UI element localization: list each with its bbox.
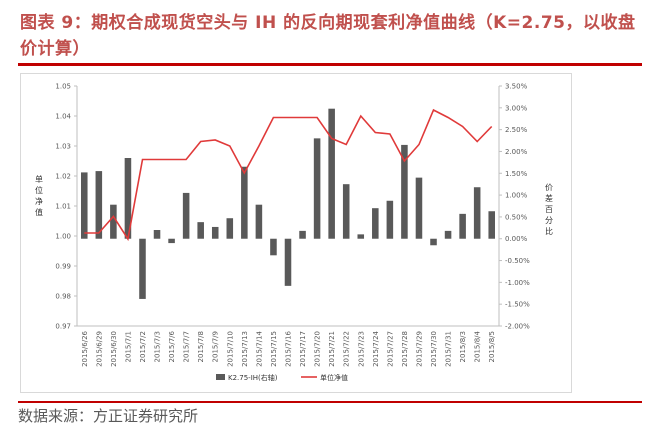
legend-bar-label: K2.75-IH(右轴): [228, 373, 278, 382]
right-tick-label: 3.00%: [505, 104, 528, 112]
x-tick-label: 2015/7/30: [430, 331, 438, 367]
left-axis-title: 净: [35, 196, 43, 206]
right-axis-title: 比: [545, 226, 553, 236]
left-tick-label: 1.00: [55, 233, 71, 241]
bar: [444, 230, 452, 239]
bar: [81, 172, 88, 239]
bar: [110, 204, 117, 239]
right-axis-title: 分: [545, 216, 553, 225]
x-tick-label: 2015/7/15: [270, 331, 278, 367]
bar: [357, 234, 365, 239]
legend-line-label: 单位净值: [320, 373, 348, 382]
x-tick-label: 2015/7/21: [328, 331, 336, 367]
left-tick-label: 0.99: [55, 263, 71, 271]
bar: [182, 192, 190, 239]
x-tick-label: 2015/7/22: [343, 331, 351, 367]
x-tick-label: 2015/7/14: [255, 330, 263, 366]
bar: [328, 108, 335, 239]
right-axis-title: 百: [545, 205, 553, 214]
x-tick-label: 2015/7/6: [168, 330, 176, 362]
x-tick-label: 2015/7/17: [299, 331, 307, 367]
x-tick-label: 2015/8/4: [474, 330, 482, 362]
right-tick-label: 1.50%: [505, 170, 528, 178]
bar: [153, 230, 161, 239]
bar: [415, 177, 423, 239]
source-note: 数据来源：方正证券研究所: [18, 407, 199, 425]
x-tick-label: 2015/8/3: [459, 331, 467, 362]
x-tick-label: 2015/7/2: [139, 331, 147, 362]
bar: [313, 138, 321, 239]
bar: [342, 184, 350, 239]
left-axis-title: 单: [35, 174, 43, 184]
left-tick-label: 1.02: [55, 173, 71, 181]
bar: [430, 238, 437, 246]
bar: [473, 187, 481, 239]
bar: [139, 238, 146, 299]
bar: [284, 238, 292, 286]
bar: [124, 158, 132, 239]
bar: [401, 144, 408, 239]
left-tick-label: 1.05: [55, 83, 71, 91]
right-tick-label: 2.00%: [505, 148, 528, 156]
right-tick-label: 0.50%: [505, 213, 528, 221]
right-tick-label: -1.00%: [505, 279, 530, 287]
right-tick-label: -1.50%: [505, 301, 530, 309]
bar: [95, 171, 103, 239]
x-tick-label: 2015/7/20: [314, 331, 322, 367]
x-tick-label: 2015/7/28: [401, 331, 409, 367]
legend-bar-swatch: [216, 374, 225, 380]
chart-frame: 0.97 0.98 0.99 1.00 1.01 1.02 1.03 1.04 1.05 -2.0…: [20, 73, 572, 393]
x-tick-label: 2015/6/26: [81, 330, 89, 366]
x-tick-label: 2015/7/8: [197, 331, 205, 362]
right-tick-label: 1.00%: [505, 192, 528, 200]
bar: [241, 166, 248, 239]
x-tick-label: 2015/7/27: [386, 331, 394, 367]
bar: [226, 218, 234, 239]
chart-title: 图表 9：期权合成现货空头与 IH 的反向期现套利净值曲线（K=2.75，以收盘…: [20, 13, 636, 59]
left-tick-label: 1.01: [55, 203, 71, 211]
left-axis-title: 位: [35, 185, 43, 195]
x-tick-label: 2015/7/3: [154, 331, 162, 362]
x-tick-label: 2015/7/24: [372, 330, 380, 366]
bar: [197, 222, 204, 239]
right-tick-label: 3.50%: [505, 83, 528, 91]
right-tick-label: -2.00%: [505, 323, 530, 331]
x-tick-label: 2015/6/29: [95, 331, 103, 367]
left-axis-title: 值: [35, 207, 43, 217]
bar: [255, 204, 263, 239]
bar: [386, 200, 394, 239]
x-tick-label: 2015/7/31: [445, 331, 453, 367]
x-tick-label: 2015/7/29: [415, 331, 423, 367]
x-tick-label: 2015/8/5: [488, 331, 496, 362]
right-tick-label: -0.50%: [505, 257, 530, 265]
bar: [211, 226, 219, 239]
x-tick-label: 2015/7/1: [124, 331, 132, 362]
left-tick-label: 1.04: [55, 113, 71, 121]
x-tick-label: 2015/7/9: [212, 331, 220, 362]
x-tick-label: 2015/7/16: [285, 330, 293, 366]
right-tick-label: 0.00%: [505, 235, 528, 243]
x-tick-label: 2015/7/23: [357, 331, 365, 367]
left-tick-label: 1.03: [55, 143, 71, 151]
x-tick-label: 2015/6/30: [110, 331, 118, 367]
chart-svg: 0.97 0.98 0.99 1.00 1.01 1.02 1.03 1.04 1.05 -2.0…: [35, 83, 553, 383]
x-tick-label: 2015/7/13: [241, 331, 249, 367]
top-divider: [18, 63, 642, 66]
bar: [299, 230, 306, 239]
bar: [270, 238, 277, 256]
left-tick-label: 0.98: [55, 293, 71, 301]
bar: [459, 213, 466, 239]
right-axis-title: 价: [545, 183, 553, 192]
bar: [488, 211, 495, 239]
x-tick-label: 2015/7/7: [183, 331, 191, 362]
right-tick-label: 2.50%: [505, 126, 528, 134]
bar: [168, 238, 175, 244]
bottom-divider: [18, 401, 642, 403]
left-tick-label: 0.97: [55, 323, 71, 331]
bar: [372, 208, 379, 239]
right-axis-title: 差: [545, 193, 553, 203]
x-tick-label: 2015/7/10: [226, 331, 234, 367]
nav-line: [84, 108, 493, 242]
